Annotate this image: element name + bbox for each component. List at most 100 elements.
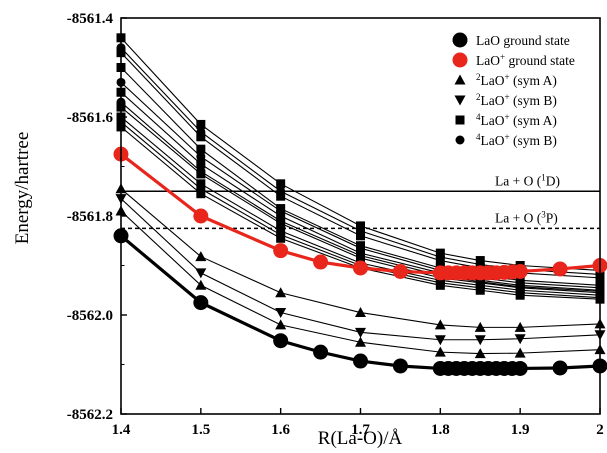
data-point	[392, 263, 408, 279]
data-point	[313, 344, 329, 360]
y-tick-label: -8562.2	[67, 407, 113, 423]
data-point	[355, 327, 366, 338]
data-point	[474, 335, 486, 346]
x-tick-label: 1.4	[112, 422, 131, 438]
data-point	[196, 119, 206, 129]
data-point	[435, 278, 445, 288]
data-point	[276, 191, 286, 201]
y-tick-label: -8561.8	[67, 209, 113, 225]
reference-line-label: La + O (3P)	[495, 209, 558, 225]
data-point	[434, 335, 446, 346]
data-point	[356, 251, 365, 261]
reference-line-label: La + O (1D)	[495, 172, 560, 188]
legend-label: 2LaO+ (sym B)	[476, 92, 557, 108]
legend: LaO ground state LaO+ ground state 2LaO+ (…	[452, 32, 575, 148]
data-point	[276, 216, 286, 226]
data-point	[196, 184, 206, 194]
data-point	[355, 336, 366, 347]
legend-marker	[454, 95, 466, 106]
data-point	[275, 308, 287, 319]
data-point	[196, 189, 206, 199]
series-line	[120, 210, 601, 355]
data-point	[276, 186, 286, 196]
legend-label: 4LaO+ (sym B)	[476, 132, 557, 148]
legend-marker	[455, 115, 465, 125]
data-point	[275, 287, 287, 298]
data-point	[193, 295, 209, 311]
data-point	[434, 319, 446, 330]
data-point	[435, 252, 445, 262]
legend-marker	[452, 32, 468, 48]
data-point	[474, 321, 486, 332]
data-point	[196, 179, 206, 189]
data-point	[195, 268, 207, 279]
reference-lines: La + O (1D) La + O (3P)	[121, 172, 600, 230]
x-tick-label: 1.6	[271, 422, 290, 438]
y-tick-label: -8561.6	[67, 110, 114, 126]
data-point	[434, 346, 446, 357]
legend-marker	[455, 135, 465, 145]
data-point	[196, 166, 206, 176]
data-point	[515, 288, 525, 298]
data-point	[313, 254, 329, 270]
data-point	[392, 358, 408, 374]
data-point	[195, 279, 207, 290]
data-point	[474, 348, 486, 359]
legend-label: LaO+ ground state	[476, 52, 575, 68]
x-tick-label: 1.7	[351, 422, 370, 438]
x-tick-label: 1.8	[431, 422, 450, 438]
legend-label: 4LaO+ (sym A)	[476, 112, 557, 128]
series-0	[113, 228, 607, 376]
y-axis-label: Energy/hartree	[12, 132, 33, 245]
axes: 1.4 1.5 1.6 1.7 1.8 1.9 2 -8561.4 -8561.6 -8561.8…	[67, 11, 604, 438]
series-line	[120, 91, 601, 291]
data-point	[514, 321, 526, 332]
data-point	[196, 152, 206, 162]
data-point	[514, 347, 526, 358]
data-point	[196, 159, 206, 169]
data-point	[356, 221, 365, 231]
x-axis-label: R(La-O)/Å	[318, 428, 403, 449]
data-point	[196, 132, 206, 142]
data-point	[552, 261, 568, 277]
data-point	[514, 334, 526, 345]
series-line	[120, 67, 601, 286]
data-point	[273, 333, 289, 349]
series-3	[115, 205, 606, 359]
data-point	[353, 260, 368, 276]
y-tick-label: -8562.0	[67, 308, 113, 324]
data-point	[193, 208, 209, 224]
data-point	[196, 144, 206, 154]
series-4	[115, 194, 606, 346]
data-point	[275, 319, 287, 330]
data-point	[475, 283, 485, 293]
data-point	[196, 127, 206, 137]
x-tick-label: 2	[596, 422, 604, 438]
series-line	[120, 81, 601, 289]
data-point	[195, 251, 207, 262]
data-point	[552, 360, 568, 376]
series-layer	[113, 33, 607, 376]
legend-label: 2LaO+ (sym A)	[476, 72, 557, 88]
x-tick-label: 1.9	[511, 422, 530, 438]
data-point	[276, 230, 286, 240]
series-line	[120, 198, 601, 341]
data-point	[276, 179, 286, 189]
legend-marker	[454, 74, 466, 85]
data-point	[512, 360, 528, 376]
data-point	[512, 263, 528, 279]
data-point	[353, 353, 368, 369]
data-point	[356, 226, 365, 236]
x-tick-label: 1.5	[191, 422, 210, 438]
data-point	[276, 206, 286, 216]
data-point	[356, 243, 365, 253]
y-tick-label: -8561.4	[67, 11, 114, 27]
legend-marker	[452, 52, 468, 68]
series-1	[113, 146, 607, 281]
data-point	[273, 243, 289, 259]
legend-label: LaO ground state	[476, 33, 570, 48]
data-point	[276, 211, 286, 221]
data-point	[356, 231, 365, 241]
data-point	[355, 307, 366, 318]
